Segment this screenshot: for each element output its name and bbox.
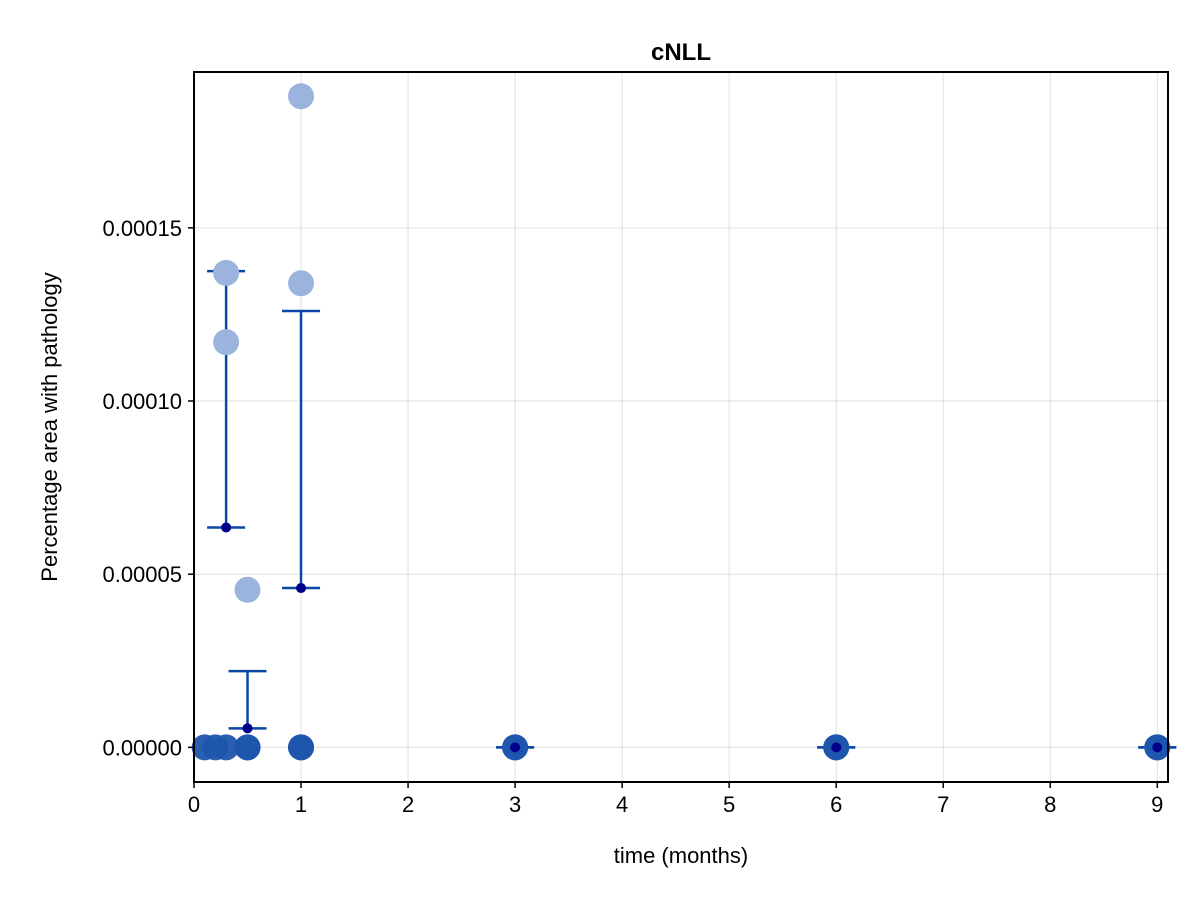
individual-point: [234, 576, 261, 603]
y-axis-ticks: 0.00000 0.00005 0.00010 0.00015: [102, 216, 194, 760]
mean-marker: [510, 742, 521, 753]
y-tick-label: 0.00005: [102, 562, 182, 587]
x-tick-label: 6: [830, 792, 842, 817]
x-axis-label: time (months): [614, 843, 748, 868]
x-tick-label: 3: [509, 792, 521, 817]
mean-marker: [1152, 742, 1163, 753]
mean-marker: [221, 522, 232, 533]
individual-point: [288, 83, 315, 110]
mean-marker: [242, 723, 253, 734]
mean-markers: [221, 522, 1163, 753]
chart-title: cNLL: [651, 39, 711, 66]
individual-point: [288, 270, 315, 297]
error-bars: [207, 269, 1177, 749]
y-axis-label: Percentage area with pathology: [37, 272, 62, 581]
x-tick-label: 2: [402, 792, 414, 817]
y-tick-label: 0.00010: [102, 389, 182, 414]
x-tick-label: 7: [937, 792, 949, 817]
mean-marker: [831, 742, 842, 753]
individual-point: [213, 734, 240, 761]
x-tick-label: 8: [1044, 792, 1056, 817]
x-tick-label: 9: [1151, 792, 1163, 817]
individual-point: [213, 259, 240, 286]
x-tick-label: 0: [188, 792, 200, 817]
grid-lines: [193, 72, 1168, 782]
x-axis-ticks: 0 1 2 3 4 5 6 7 8 9: [188, 782, 1163, 817]
individual-point: [234, 734, 261, 761]
x-tick-label: 5: [723, 792, 735, 817]
x-tick-label: 1: [295, 792, 307, 817]
individual-point: [213, 329, 240, 356]
y-tick-label: 0.00015: [102, 216, 182, 241]
x-tick-label: 4: [616, 792, 628, 817]
individual-point: [288, 734, 315, 761]
data-points: [191, 83, 1171, 761]
y-tick-label: 0.00000: [102, 735, 182, 760]
plot-frame: [193, 71, 1169, 783]
mean-marker: [296, 583, 307, 594]
